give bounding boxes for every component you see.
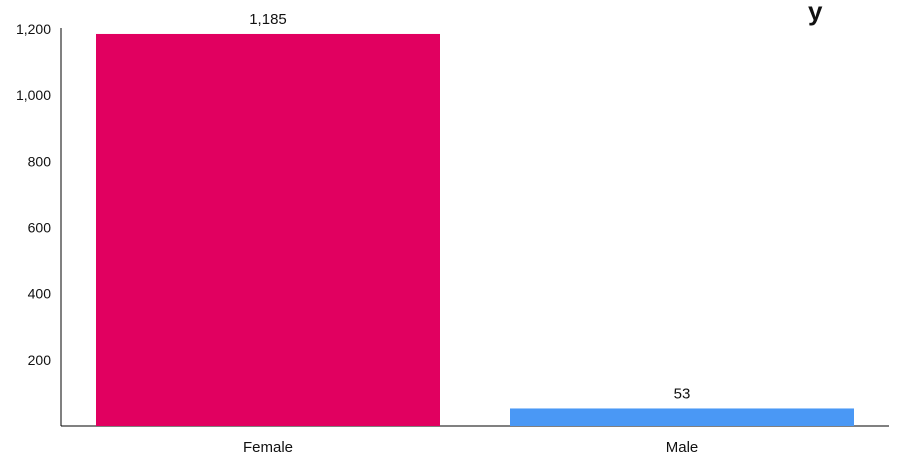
data-label-female: 1,185: [249, 11, 287, 28]
data-label-male: 53: [674, 385, 691, 402]
bar-layer: [96, 33, 854, 427]
y-tick-label: 800: [28, 153, 52, 169]
y-tick-label: 200: [28, 352, 52, 368]
y-tick-label: 400: [28, 286, 52, 302]
label-layer: 1,185 Female 53 Male: [243, 11, 698, 456]
title-layer: y: [808, 0, 823, 26]
x-category-label-female: Female: [243, 439, 293, 456]
bar-female: [96, 33, 440, 427]
y-tick-label: 600: [28, 220, 52, 236]
chart-title-fragment: y: [808, 0, 823, 26]
tick-layer: 200 400 600 800 1,000 1,200: [16, 21, 51, 368]
y-tick-label: 1,000: [16, 87, 51, 103]
x-category-label-male: Male: [666, 439, 699, 456]
bar-male: [510, 408, 854, 426]
y-tick-label: 1,200: [16, 21, 51, 37]
